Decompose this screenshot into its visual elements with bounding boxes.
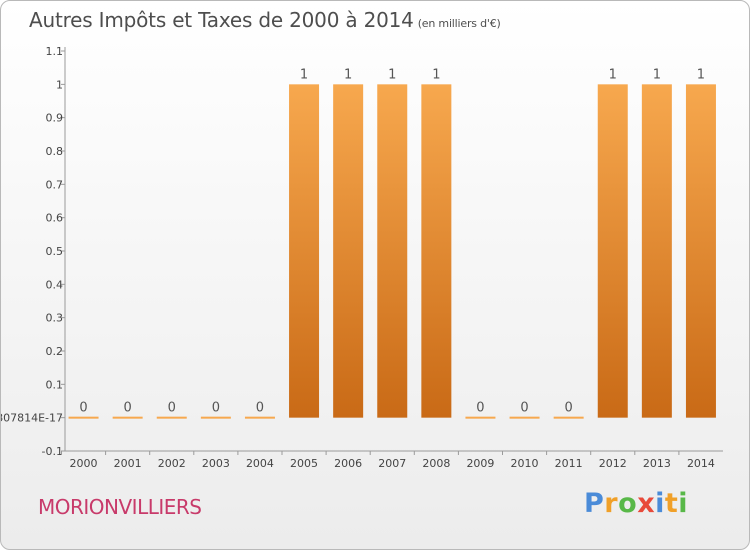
data-label-2001: 0 bbox=[124, 401, 132, 416]
y-tick-label: 1 bbox=[56, 78, 63, 91]
data-label-2012: 1 bbox=[609, 67, 617, 82]
bar-2003 bbox=[200, 416, 231, 419]
bar-2009 bbox=[465, 416, 496, 419]
y-tick-label: 0.8 bbox=[46, 145, 64, 158]
y-tick-label: 0.3 bbox=[46, 312, 64, 325]
y-tick-label: -0.1 bbox=[42, 445, 63, 458]
x-tick-label-2010: 2010 bbox=[511, 457, 539, 470]
x-tick-label-2011: 2011 bbox=[555, 457, 583, 470]
data-label-2007: 1 bbox=[388, 67, 396, 82]
x-tick-label-2003: 2003 bbox=[202, 457, 230, 470]
bar-2012 bbox=[597, 84, 628, 418]
data-label-2000: 0 bbox=[79, 401, 87, 416]
data-label-2006: 1 bbox=[344, 67, 352, 82]
bar-2006 bbox=[333, 84, 364, 418]
chart-title: Autres Impôts et Taxes de 2000 à 2014 (en… bbox=[29, 8, 501, 32]
y-tick-label: 1.3877787807814E-17 bbox=[1, 412, 63, 425]
y-tick-label: 0.5 bbox=[46, 245, 64, 258]
bar-2005 bbox=[289, 84, 320, 418]
bar-2011 bbox=[553, 416, 584, 419]
x-tick-label-2009: 2009 bbox=[466, 457, 494, 470]
title-text: Autres Impôts et Taxes de 2000 à 2014 bbox=[29, 8, 414, 32]
bar-2002 bbox=[156, 416, 187, 419]
y-tick-label: 0.6 bbox=[46, 212, 64, 225]
data-label-2013: 1 bbox=[653, 67, 661, 82]
data-label-2010: 0 bbox=[520, 401, 528, 416]
data-label-2004: 0 bbox=[256, 401, 264, 416]
y-tick-label: 0.1 bbox=[46, 378, 64, 391]
data-label-2005: 1 bbox=[300, 67, 308, 82]
x-tick-label-2001: 2001 bbox=[114, 457, 142, 470]
x-tick-label-2005: 2005 bbox=[290, 457, 318, 470]
x-tick-label-2000: 2000 bbox=[70, 457, 98, 470]
x-tick-label-2006: 2006 bbox=[334, 457, 362, 470]
y-tick-label: 0.7 bbox=[46, 178, 64, 191]
x-tick-label-2012: 2012 bbox=[599, 457, 627, 470]
unit-label: (en milliers d'€) bbox=[417, 17, 501, 30]
x-tick-label-2013: 2013 bbox=[643, 457, 671, 470]
bar-2014 bbox=[685, 84, 716, 418]
y-tick-label: 0.9 bbox=[46, 112, 64, 125]
bar-2000 bbox=[68, 416, 99, 419]
data-label-2008: 1 bbox=[432, 67, 440, 82]
bar-2004 bbox=[244, 416, 275, 419]
bar-2013 bbox=[641, 84, 672, 418]
data-label-2003: 0 bbox=[212, 401, 220, 416]
data-label-2014: 1 bbox=[697, 67, 705, 82]
x-tick-label-2008: 2008 bbox=[422, 457, 450, 470]
data-label-2009: 0 bbox=[476, 401, 484, 416]
commune-name: MORIONVILLIERS bbox=[38, 495, 202, 519]
data-label-2011: 0 bbox=[565, 401, 573, 416]
bar-2007 bbox=[377, 84, 408, 418]
proxiti-logo: Proxiti bbox=[584, 488, 689, 519]
x-tick-label-2002: 2002 bbox=[158, 457, 186, 470]
y-tick-label: 0.4 bbox=[46, 278, 64, 291]
bar-2010 bbox=[509, 416, 540, 419]
bar-2001 bbox=[112, 416, 143, 419]
data-label-2002: 0 bbox=[168, 401, 176, 416]
bar-2008 bbox=[421, 84, 452, 418]
x-tick-label-2007: 2007 bbox=[378, 457, 406, 470]
x-tick-label-2014: 2014 bbox=[687, 457, 715, 470]
y-tick-label: 0.2 bbox=[46, 345, 64, 358]
x-tick-label-2004: 2004 bbox=[246, 457, 274, 470]
y-tick-label: 1.1 bbox=[46, 45, 64, 58]
